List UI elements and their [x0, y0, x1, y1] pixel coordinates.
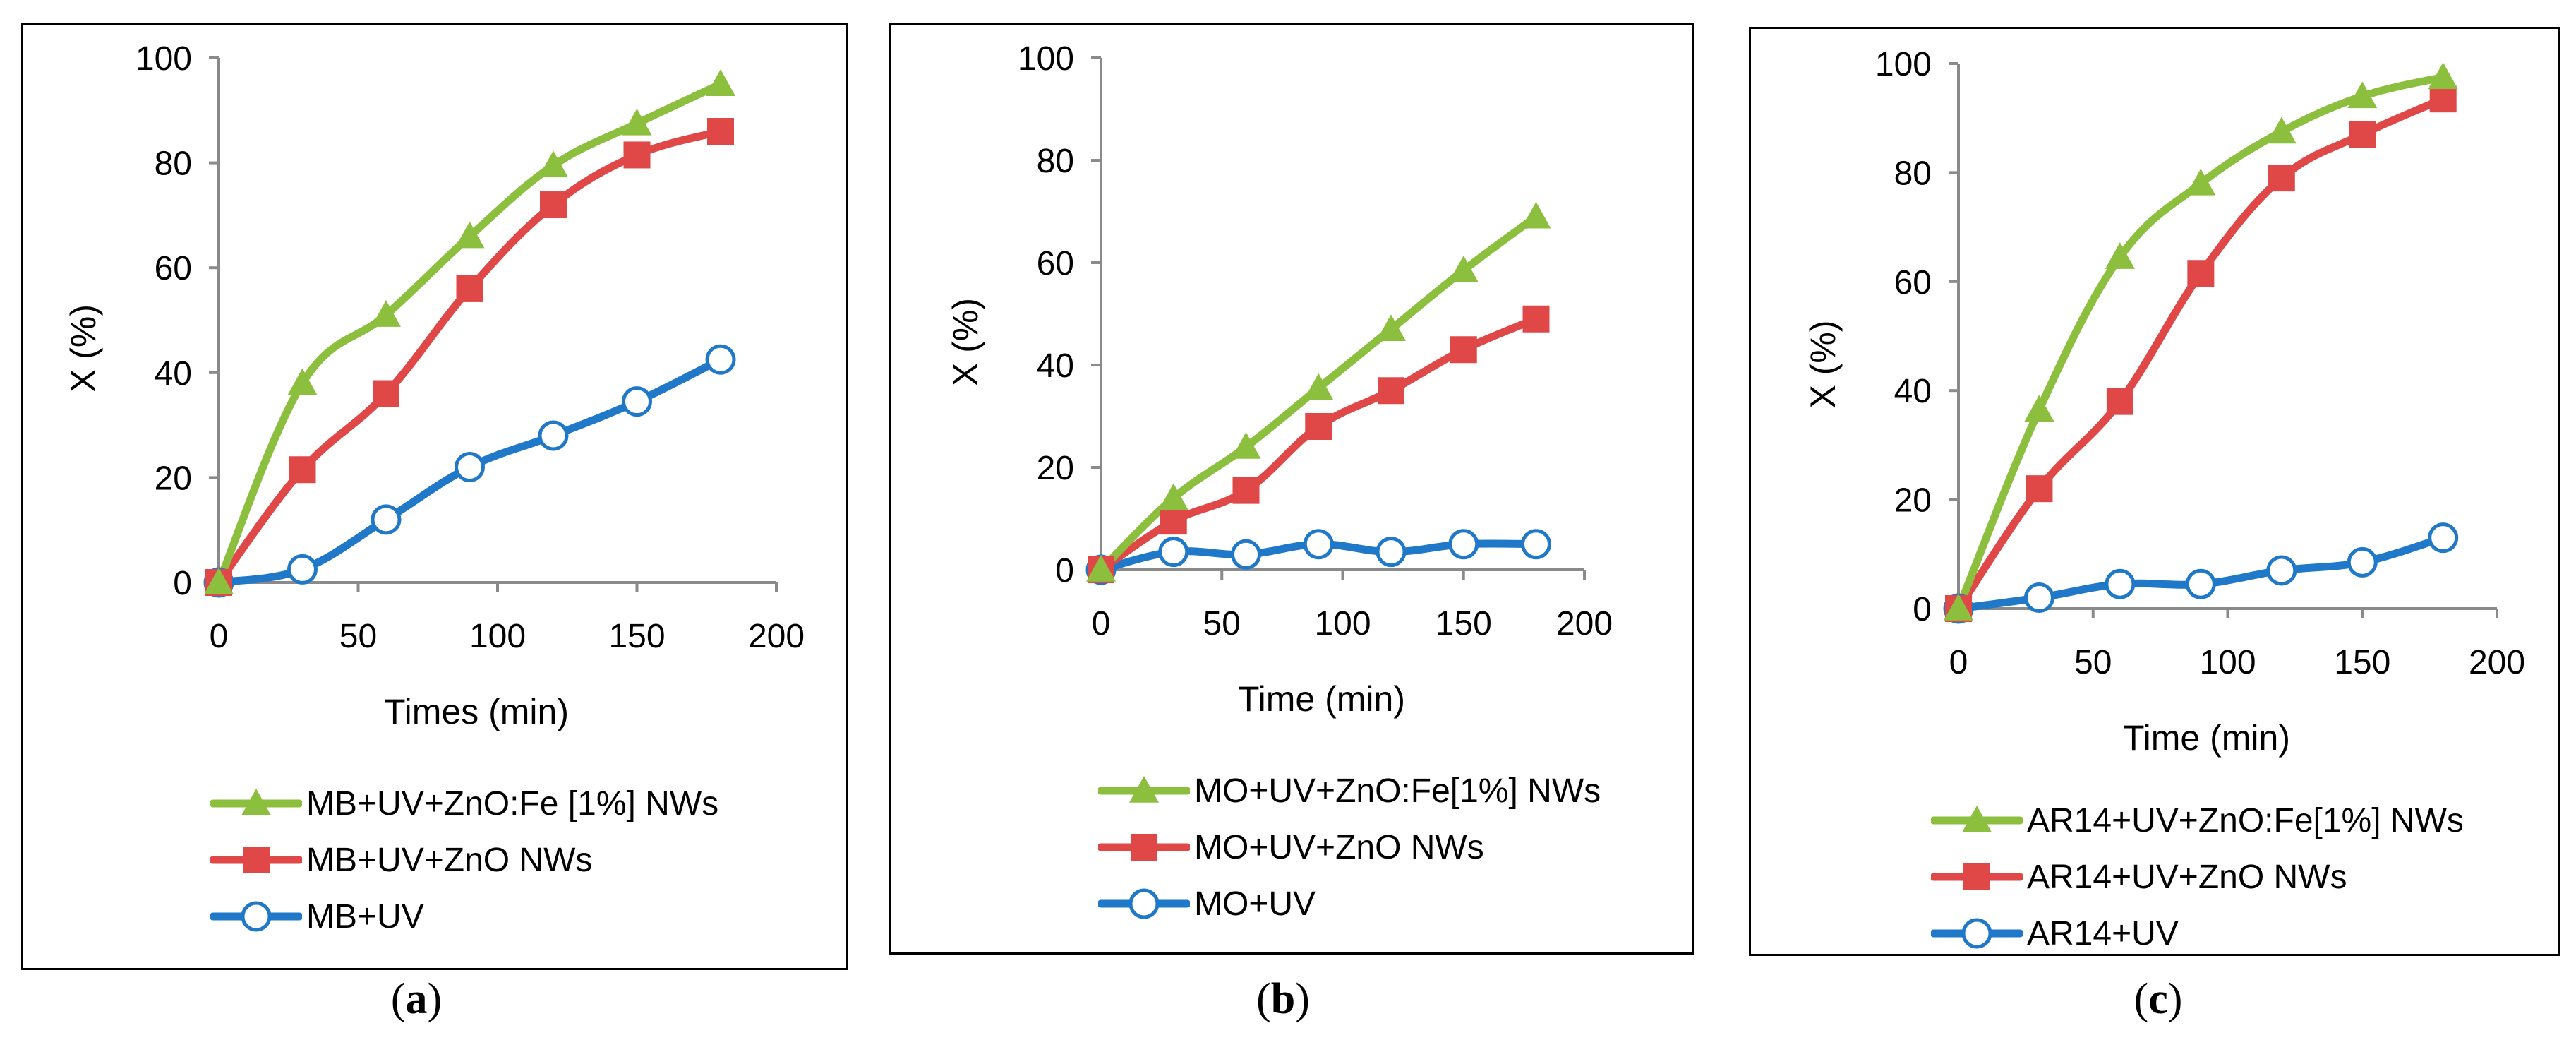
triangle-marker-icon — [1098, 776, 1190, 803]
caption-b: (b) — [1256, 975, 1310, 1023]
caption-c: (c) — [2133, 975, 2183, 1023]
legend-item: MO+UV+ZnO:Fe[1%] NWs — [1098, 763, 1601, 819]
legend-marker — [243, 847, 270, 873]
square-marker-icon — [1931, 863, 2023, 890]
legend-item: MB+UV — [210, 888, 718, 945]
legend-item: MO+UV+ZnO NWs — [1098, 819, 1601, 875]
legend-label: AR14+UV — [2027, 914, 2179, 952]
legend-marker — [1128, 888, 1160, 919]
legend-marker — [1962, 806, 1992, 832]
legend-item: MB+UV+ZnO:Fe [1%] NWs — [210, 775, 718, 832]
legend-label: MB+UV — [306, 897, 424, 936]
square-marker-icon — [1098, 834, 1190, 861]
legend-marker — [241, 789, 271, 815]
legend-item: AR14+UV — [1931, 905, 2464, 962]
triangle-marker-icon — [210, 789, 302, 815]
legend-marker — [1131, 834, 1157, 861]
legend-label: MB+UV+ZnO NWs — [306, 841, 593, 879]
circle-marker-icon — [1931, 918, 2023, 949]
legend-item: AR14+UV+ZnO NWs — [1931, 849, 2464, 905]
legend-marker — [1961, 918, 1992, 949]
legend-label: MB+UV+ZnO:Fe [1%] NWs — [306, 784, 719, 823]
legend-label: AR14+UV+ZnO NWs — [2027, 858, 2347, 896]
legend-b: MO+UV+ZnO:Fe[1%] NWs MO+UV+ZnO NWs MO+UV — [1098, 763, 1601, 932]
caption-letter: b — [1270, 975, 1296, 1023]
legend-item: MO+UV — [1098, 875, 1601, 932]
legend-label: AR14+UV+ZnO:Fe[1%] NWs — [2027, 801, 2464, 839]
legend-c: AR14+UV+ZnO:Fe[1%] NWs AR14+UV+ZnO NWs A… — [1931, 792, 2464, 962]
circle-marker-icon — [1098, 888, 1190, 919]
caption-a: (a) — [390, 975, 443, 1023]
legend-label: MO+UV+ZnO:Fe[1%] NWs — [1194, 772, 1601, 810]
legend-marker — [1129, 776, 1159, 803]
circle-marker-icon — [210, 901, 302, 932]
legend-label: MO+UV — [1194, 885, 1316, 923]
triangle-marker-icon — [1931, 806, 2023, 832]
legend-marker — [241, 901, 272, 932]
legend-item: AR14+UV+ZnO:Fe[1%] NWs — [1931, 792, 2464, 849]
legend-a: MB+UV+ZnO:Fe [1%] NWs MB+UV+ZnO NWs MB+U… — [210, 775, 718, 945]
caption-letter: c — [2148, 975, 2168, 1023]
legend-item: MB+UV+ZnO NWs — [210, 832, 718, 888]
square-marker-icon — [210, 847, 302, 873]
legend-marker — [1963, 863, 1990, 890]
legend-label: MO+UV+ZnO NWs — [1194, 828, 1484, 866]
caption-letter: a — [405, 975, 428, 1023]
